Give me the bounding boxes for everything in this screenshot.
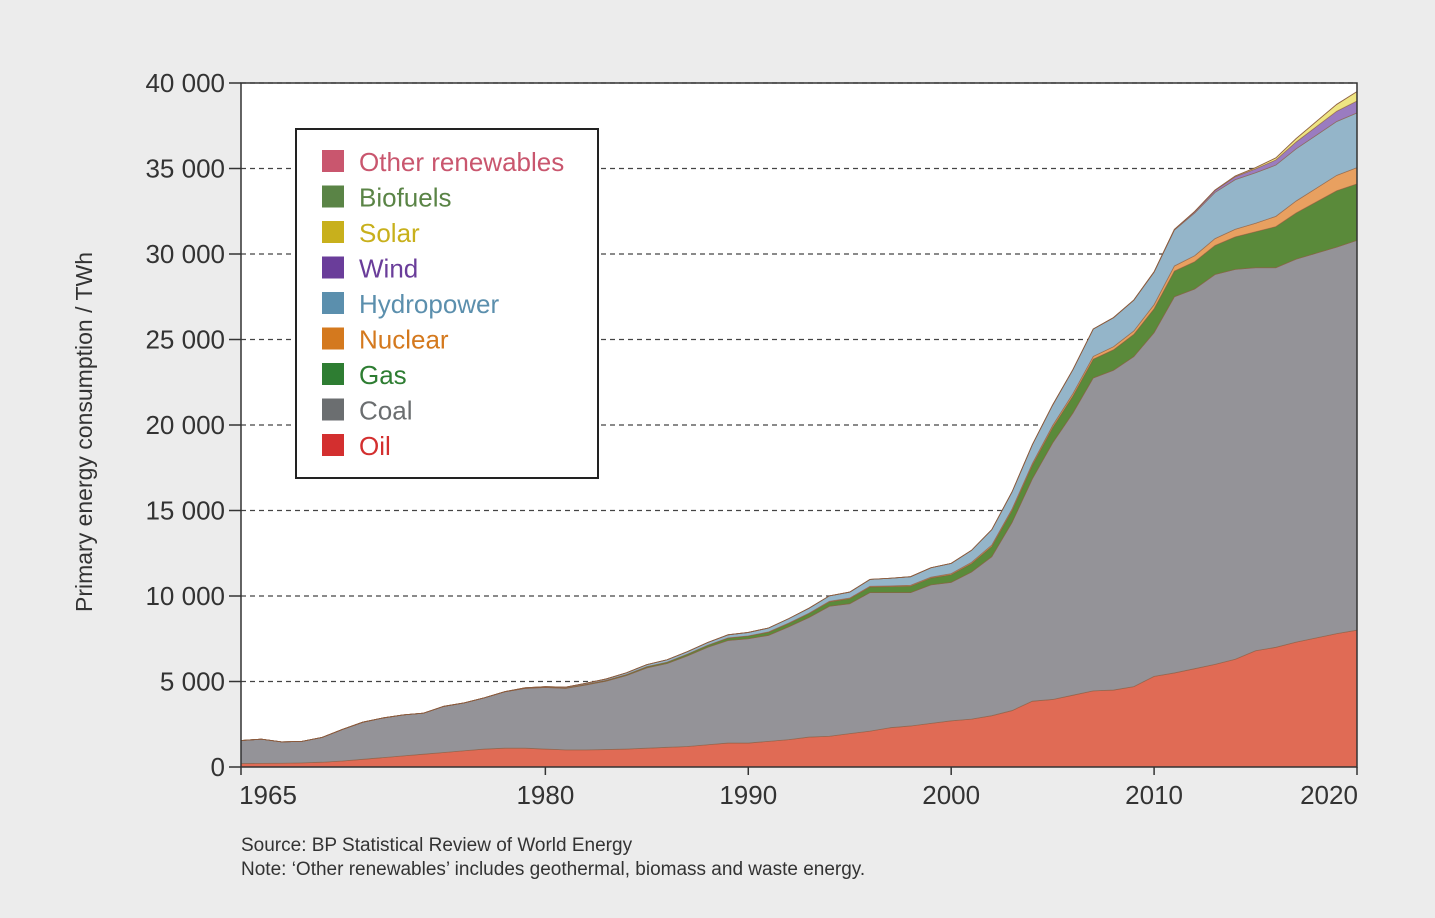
x-tick-label: 2000: [922, 780, 980, 810]
x-tick-label: 1980: [516, 780, 574, 810]
legend-label-coal: Coal: [359, 396, 412, 426]
legend: Other renewables Biofuels Solar Wind Hydropo…: [295, 128, 599, 479]
legend-swatch-hydropower: [322, 292, 344, 314]
legend-label-nuclear: Nuclear: [359, 325, 449, 355]
legend-swatch-wind: [322, 256, 344, 279]
y-tick-label: 25 000: [145, 325, 225, 355]
y-tick-label: 15 000: [145, 496, 225, 526]
y-tick-label: 40 000: [145, 68, 225, 98]
y-axis-ticks: 0 5 000 10 000 15 000 20 000 25 000 30 000 35 0…: [145, 68, 241, 782]
area-series-group: [240, 90, 1358, 768]
legend-label-oil: Oil: [359, 431, 391, 461]
y-tick-label: 20 000: [145, 410, 225, 440]
legend-swatch-coal: [322, 398, 344, 421]
chart-notes: Source: BP Statistical Review of World E…: [241, 834, 865, 882]
legend-swatch-oil: [322, 434, 344, 456]
footnote: Note: ‘Other renewables’ includes geothe…: [241, 859, 866, 880]
legend-label-other-renewables: Other renewables: [359, 147, 564, 177]
y-axis-label: Primary energy consumption / TWh: [71, 252, 97, 612]
legend-label-biofuels: Biofuels: [359, 183, 452, 213]
y-tick-label: 10 000: [145, 581, 225, 611]
legend-label-wind: Wind: [359, 254, 418, 284]
legend-swatch-gas: [322, 363, 344, 385]
legend-swatch-nuclear: [322, 327, 344, 350]
x-axis-ticks: 1965 1980 1990 2000 2010 2020: [239, 767, 1358, 810]
y-tick-label: 5 000: [160, 667, 225, 697]
legend-label-solar: Solar: [359, 218, 420, 248]
legend-swatch-solar: [322, 221, 344, 243]
x-tick-label: 1990: [719, 780, 777, 810]
y-tick-label: 30 000: [145, 239, 225, 269]
legend-swatch-biofuels: [322, 185, 344, 208]
y-tick-label: 0: [211, 752, 225, 782]
y-tick-label: 35 000: [145, 154, 225, 184]
legend-box: [295, 128, 599, 479]
x-tick-label: 1965: [239, 780, 297, 810]
legend-label-hydropower: Hydropower: [359, 289, 500, 319]
legend-swatch-other-renewables: [322, 150, 344, 172]
source-note: Source: BP Statistical Review of World E…: [241, 835, 633, 856]
x-tick-label: 2010: [1125, 780, 1183, 810]
x-tick-label: 2020: [1300, 780, 1358, 810]
legend-label-gas: Gas: [359, 360, 407, 390]
